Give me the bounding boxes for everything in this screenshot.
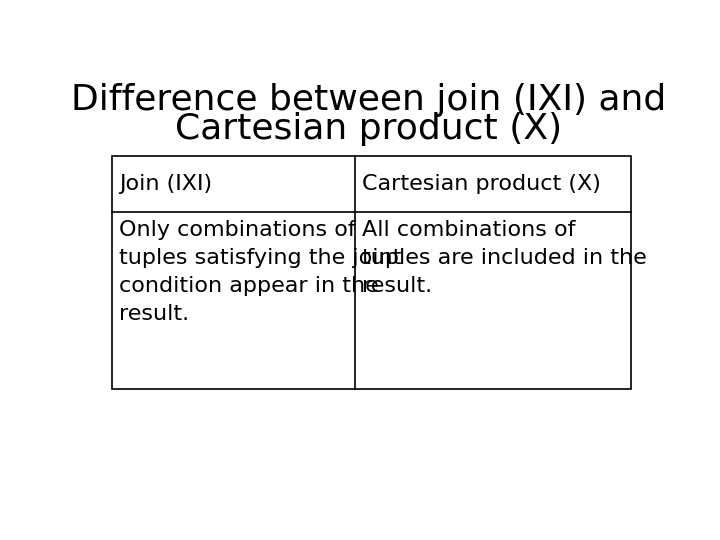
Text: Cartesian product (X): Cartesian product (X) [176,112,562,146]
Bar [112,156,631,389]
Text: Difference between join (IXI) and: Difference between join (IXI) and [71,83,667,117]
Text: All combinations of
tuples are included in the
result.: All combinations of tuples are included … [361,220,647,296]
Text: Join (IXI): Join (IXI) [119,174,212,194]
Text: Cartesian product (X): Cartesian product (X) [361,174,600,194]
Text: Only combinations of
tuples satisfying the joint
condition appear in the
result.: Only combinations of tuples satisfying t… [119,220,401,324]
